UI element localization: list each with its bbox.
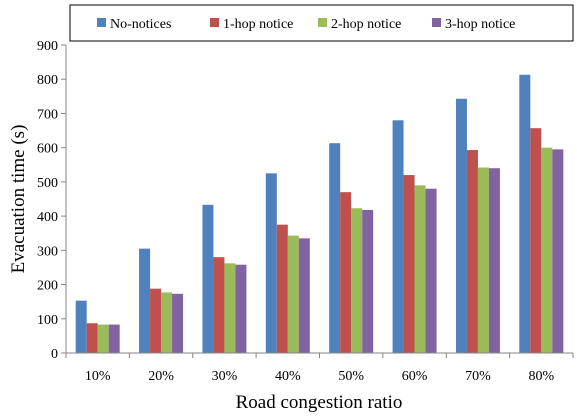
y-tick-label: 300 [37, 244, 58, 259]
bar-1-hop-notice-10pct [86, 323, 98, 353]
legend-label: No-notices [110, 17, 171, 32]
x-tick-label: 80% [528, 369, 554, 384]
bar-1-hop-notice-70pct [466, 150, 478, 353]
bar-2-hop-notice-20pct [161, 292, 173, 353]
x-axis-title: Road congestion ratio [236, 392, 403, 413]
bar-2-hop-notice-50pct [351, 208, 363, 353]
x-axis-ticks: 10% 20% 30% 40% 50% 60% 70% 80% [65, 353, 574, 384]
bars [75, 74, 564, 354]
bar-3-hop-notice-50pct [362, 209, 374, 353]
x-tick-label: 40% [275, 369, 301, 384]
bar-1-hop-notice-80pct [530, 128, 542, 353]
legend-label: 1-hop notice [223, 17, 293, 32]
y-tick-label: 200 [37, 279, 58, 294]
legend-swatch [318, 18, 327, 27]
bar-1-hop-notice-40pct [276, 224, 288, 353]
x-tick-label: 30% [212, 369, 238, 384]
bar-2-hop-notice-30pct [224, 263, 236, 353]
bar-1-hop-notice-30pct [213, 257, 225, 353]
bar-no-notices-60pct [392, 120, 404, 354]
y-tick-label: 100 [37, 313, 58, 328]
bar-1-hop-notice-20pct [150, 288, 162, 353]
x-tick-label: 60% [402, 369, 428, 384]
y-tick-label: 0 [51, 347, 58, 362]
bar-2-hop-notice-60pct [414, 185, 426, 353]
x-tick-label: 20% [148, 369, 174, 384]
bar-1-hop-notice-50pct [340, 192, 352, 353]
bar-no-notices-20pct [139, 248, 151, 353]
bar-3-hop-notice-20pct [172, 293, 184, 353]
y-tick-label: 400 [37, 210, 58, 225]
x-tick-label: 70% [465, 369, 491, 384]
bar-2-hop-notice-10pct [97, 324, 109, 353]
legend-swatch [97, 18, 106, 27]
y-tick-label: 800 [37, 73, 58, 88]
bar-no-notices-80pct [519, 74, 531, 354]
bar-1-hop-notice-60pct [403, 175, 415, 353]
bar-no-notices-40pct [265, 173, 277, 353]
x-tick-label: 10% [85, 369, 111, 384]
y-axis-ticks: 0 100 200 300 400 500 600 700 800 900 [37, 39, 66, 362]
legend-swatch [432, 18, 441, 27]
bar-3-hop-notice-30pct [235, 264, 247, 353]
y-tick-label: 900 [37, 39, 58, 54]
y-tick-label: 500 [37, 176, 58, 191]
legend-swatch [210, 18, 219, 27]
x-tick-label: 50% [338, 369, 364, 384]
bar-3-hop-notice-40pct [298, 238, 310, 353]
y-tick-label: 700 [37, 107, 58, 122]
bar-3-hop-notice-60pct [425, 188, 437, 353]
bar-3-hop-notice-80pct [552, 149, 564, 353]
bar-no-notices-70pct [455, 98, 467, 354]
legend: No-notices 1-hop notice 2-hop notice 3-hop … [97, 17, 515, 32]
y-tick-label: 600 [37, 142, 58, 157]
bar-no-notices-50pct [329, 143, 341, 353]
bar-3-hop-notice-70pct [488, 168, 500, 353]
bar-no-notices-10pct [75, 300, 87, 353]
bar-2-hop-notice-80pct [541, 147, 553, 353]
legend-label: 3-hop notice [445, 17, 515, 32]
bar-2-hop-notice-40pct [287, 235, 299, 353]
legend-label: 2-hop notice [331, 17, 401, 32]
bar-2-hop-notice-70pct [477, 167, 489, 353]
bar-3-hop-notice-10pct [108, 324, 120, 353]
bar-no-notices-30pct [202, 204, 214, 353]
y-axis-title: Evacuation time (s) [8, 125, 29, 274]
